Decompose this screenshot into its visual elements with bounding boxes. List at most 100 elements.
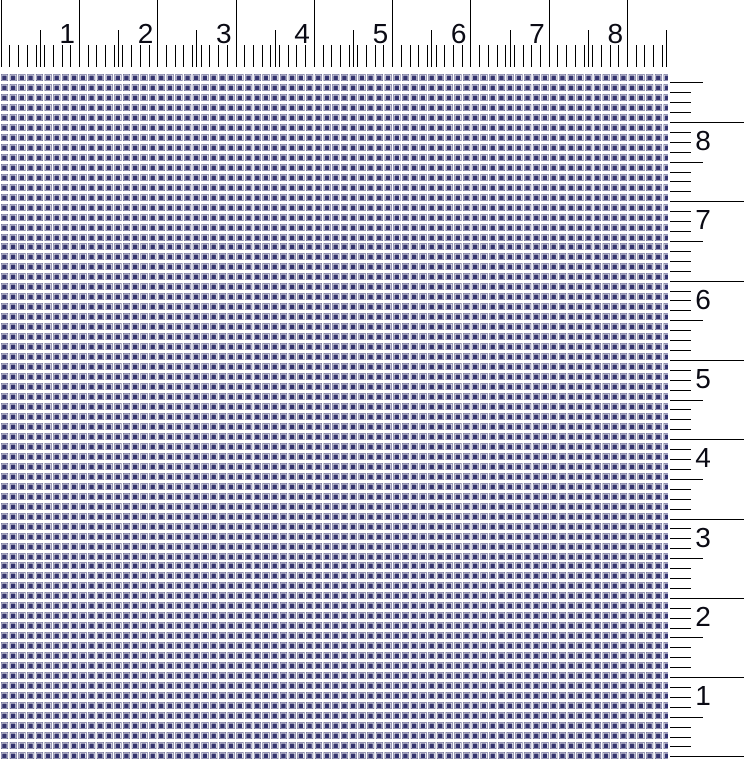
stitch-cell[interactable]: ▣ [601, 82, 611, 93]
stitch-cell[interactable]: ▣ [540, 561, 550, 572]
stitch-cell[interactable]: ▣ [226, 202, 236, 213]
stitch-cell[interactable]: ▣ [69, 232, 79, 243]
stitch-cell[interactable]: ▣ [418, 581, 428, 592]
stitch-cell[interactable]: ▣ [26, 591, 35, 602]
stitch-cell[interactable]: ▣ [375, 302, 384, 313]
stitch-cell[interactable]: ▣ [157, 641, 166, 652]
stitch-cell[interactable]: ▣ [244, 641, 253, 652]
stitch-cell[interactable]: ▣ [296, 312, 306, 323]
stitch-cell[interactable]: ▣ [610, 332, 619, 343]
stitch-cell[interactable]: ▣ [279, 192, 288, 203]
stitch-cell[interactable]: ▣ [52, 322, 61, 333]
stitch-cell[interactable]: ▣ [505, 691, 515, 702]
stitch-cell[interactable]: ▣ [270, 541, 279, 552]
stitch-cell[interactable]: ▣ [157, 711, 166, 721]
stitch-cell[interactable]: ▣ [523, 531, 532, 542]
stitch-cell[interactable]: ▣ [139, 312, 149, 323]
stitch-cell[interactable]: ▣ [453, 382, 462, 392]
stitch-cell[interactable]: ▣ [401, 571, 410, 582]
stitch-cell[interactable]: ▣ [654, 551, 663, 562]
stitch-cell[interactable]: ▣ [540, 601, 550, 612]
stitch-cell[interactable]: ▣ [427, 631, 436, 642]
stitch-cell[interactable]: ▣ [113, 551, 122, 562]
stitch-cell[interactable]: ▣ [392, 471, 401, 482]
stitch-cell[interactable]: ▣ [479, 112, 489, 123]
stitch-cell[interactable]: ▣ [305, 92, 314, 103]
stitch-cell[interactable]: ▣ [331, 671, 340, 682]
stitch-cell[interactable]: ▣ [226, 431, 236, 442]
stitch-cell[interactable]: ▣ [610, 312, 619, 323]
stitch-cell[interactable]: ▣ [375, 102, 384, 113]
stitch-cell[interactable]: ▣ [139, 561, 149, 572]
stitch-cell[interactable]: ▣ [87, 661, 96, 672]
stitch-cell[interactable]: ▣ [383, 421, 393, 432]
stitch-cell[interactable]: ▣ [226, 302, 236, 313]
stitch-cell[interactable]: ▣ [52, 651, 61, 662]
stitch-cell[interactable]: ▣ [122, 461, 131, 472]
stitch-cell[interactable]: ▣ [392, 631, 401, 642]
stitch-cell[interactable]: ▣ [296, 681, 306, 692]
stitch-cell[interactable]: ▣ [17, 392, 27, 402]
stitch-cell[interactable]: ▣ [636, 511, 646, 522]
stitch-cell[interactable]: ▣ [610, 521, 619, 532]
stitch-cell[interactable]: ▣ [662, 202, 672, 213]
stitch-cell[interactable]: ▣ [601, 192, 611, 203]
stitch-cell[interactable]: ▣ [148, 671, 157, 682]
stitch-cell[interactable]: ▣ [497, 272, 506, 283]
stitch-cell[interactable]: ▣ [139, 631, 149, 642]
stitch-cell[interactable]: ▣ [61, 591, 70, 602]
stitch-cell[interactable]: ▣ [375, 73, 384, 83]
stitch-cell[interactable]: ▣ [270, 611, 279, 622]
stitch-cell[interactable]: ▣ [270, 232, 279, 243]
stitch-cell[interactable]: ▣ [479, 392, 489, 402]
stitch-cell[interactable]: ▣ [17, 521, 27, 532]
stitch-cell[interactable]: ▣ [235, 451, 245, 462]
stitch-cell[interactable]: ▣ [87, 73, 96, 83]
stitch-cell[interactable]: ▣ [610, 192, 619, 203]
stitch-cell[interactable]: ▣ [505, 571, 515, 582]
stitch-cell[interactable]: ▣ [296, 421, 306, 432]
stitch-cell[interactable]: ▣ [8, 421, 18, 432]
stitch-cell[interactable]: ▣ [375, 491, 384, 502]
stitch-cell[interactable]: ▣ [17, 142, 27, 153]
stitch-cell[interactable]: ▣ [453, 691, 462, 702]
stitch-cell[interactable]: ▣ [0, 511, 9, 522]
stitch-cell[interactable]: ▣ [122, 651, 131, 662]
stitch-cell[interactable]: ▣ [69, 222, 79, 233]
stitch-cell[interactable]: ▣ [26, 312, 35, 323]
stitch-cell[interactable]: ▣ [575, 461, 585, 472]
stitch-cell[interactable]: ▣ [279, 382, 288, 392]
stitch-cell[interactable]: ▣ [444, 262, 454, 273]
stitch-cell[interactable]: ▣ [218, 631, 227, 642]
stitch-cell[interactable]: ▣ [8, 701, 18, 711]
stitch-cell[interactable]: ▣ [17, 651, 27, 662]
stitch-cell[interactable]: ▣ [645, 451, 654, 462]
stitch-cell[interactable]: ▣ [357, 202, 367, 213]
stitch-cell[interactable]: ▣ [392, 421, 401, 432]
stitch-cell[interactable]: ▣ [26, 242, 35, 253]
stitch-cell[interactable]: ▣ [279, 621, 288, 632]
stitch-cell[interactable]: ▣ [558, 252, 567, 263]
stitch-cell[interactable]: ▣ [654, 122, 663, 133]
stitch-cell[interactable]: ▣ [601, 531, 611, 542]
stitch-cell[interactable]: ▣ [52, 252, 61, 263]
stitch-cell[interactable]: ▣ [313, 671, 323, 682]
stitch-cell[interactable]: ▣ [191, 202, 201, 213]
stitch-cell[interactable]: ▣ [139, 511, 149, 522]
stitch-cell[interactable]: ▣ [287, 401, 297, 412]
stitch-cell[interactable]: ▣ [104, 352, 114, 363]
stitch-cell[interactable]: ▣ [191, 262, 201, 273]
stitch-cell[interactable]: ▣ [52, 491, 61, 502]
stitch-cell[interactable]: ▣ [113, 641, 122, 652]
stitch-cell[interactable]: ▣ [427, 561, 436, 572]
stitch-cell[interactable]: ▣ [348, 112, 358, 123]
stitch-cell[interactable]: ▣ [296, 132, 306, 143]
stitch-cell[interactable]: ▣ [383, 631, 393, 642]
stitch-cell[interactable]: ▣ [645, 541, 654, 552]
stitch-cell[interactable]: ▣ [148, 73, 157, 83]
stitch-cell[interactable]: ▣ [366, 681, 375, 692]
stitch-cell[interactable]: ▣ [401, 362, 410, 373]
stitch-cell[interactable]: ▣ [252, 511, 262, 522]
stitch-cell[interactable]: ▣ [235, 601, 245, 612]
stitch-cell[interactable]: ▣ [627, 252, 637, 263]
